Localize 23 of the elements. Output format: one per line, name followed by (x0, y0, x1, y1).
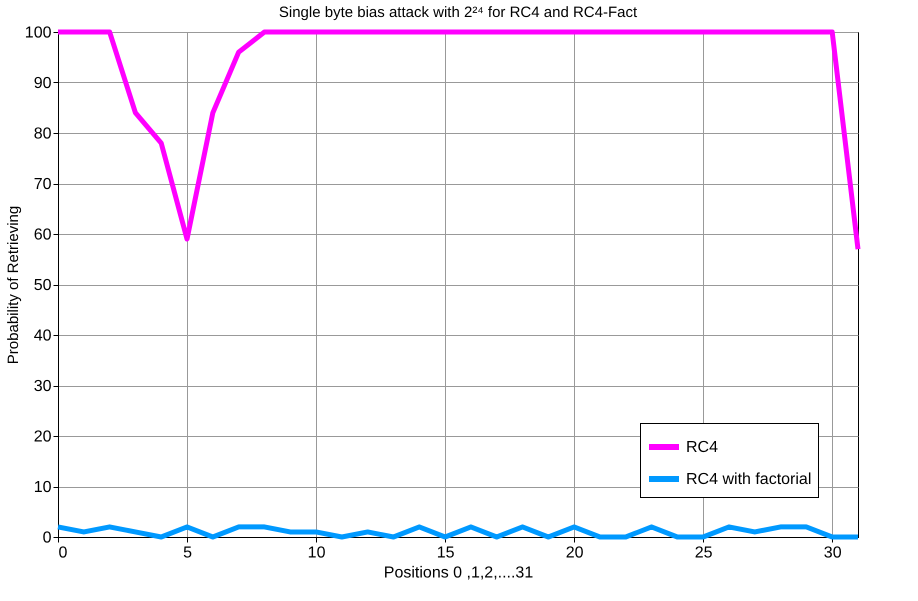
x-tick-label: 25 (694, 544, 713, 562)
y-tick-label: 30 (34, 378, 52, 395)
y-axis-title: Probability of Retrieving (4, 206, 22, 364)
y-tick-label: 0 (42, 530, 52, 546)
y-tick-label: 60 (34, 226, 52, 244)
y-tick-label: 100 (24, 24, 52, 42)
y-tick-label: 10 (34, 479, 52, 496)
y-tick-label: 40 (34, 328, 52, 344)
x-axis-title: Positions 0 ,1,2,....31 (384, 564, 534, 582)
x-tick-label: 20 (566, 544, 584, 562)
chart-title: Single byte bias attack with 2²⁴ for RC4 and RC4-Fact (278, 4, 638, 21)
x-tick-label: 5 (183, 544, 192, 562)
y-tick-label: 50 (34, 277, 52, 294)
y-tick-label: 70 (34, 176, 52, 193)
x-tick-label: 30 (824, 544, 842, 562)
y-tick-label: 90 (34, 75, 52, 92)
x-tick-label: 10 (308, 544, 326, 562)
x-tick-label: 0 (58, 544, 68, 562)
legend-label: RC4 (686, 439, 718, 456)
legend-label: RC4 with factorial (686, 471, 812, 488)
y-tick-label: 20 (34, 428, 52, 446)
x-tick-label: 15 (436, 544, 455, 562)
y-tick-label: 80 (34, 126, 52, 142)
